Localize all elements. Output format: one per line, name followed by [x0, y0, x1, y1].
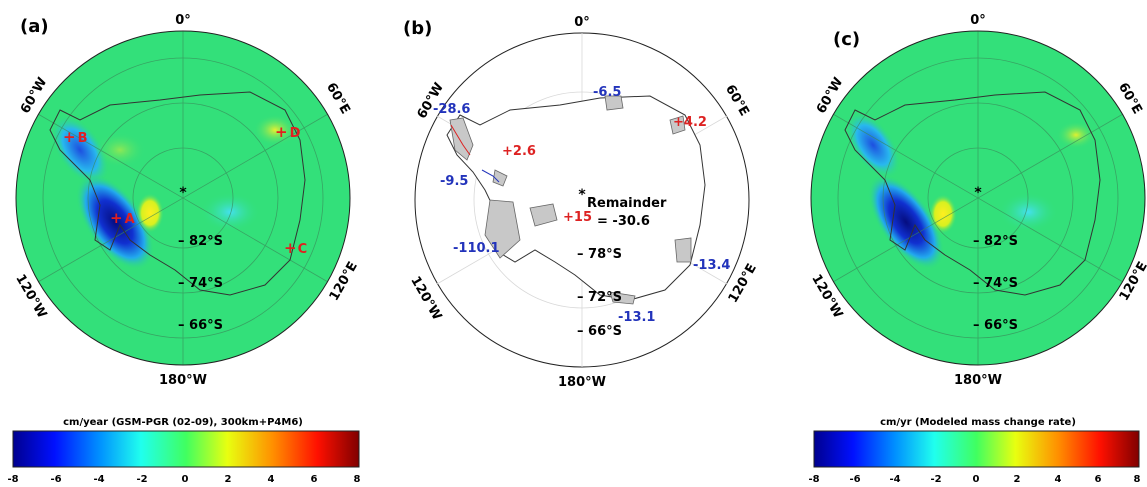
drainage-regions: [449, 95, 692, 305]
region-value-9: -13.1: [618, 310, 655, 325]
region-value-8: -13.4: [693, 258, 730, 273]
region-value-6: +15: [563, 210, 592, 225]
lon-label-right-b: 60°E: [722, 82, 752, 118]
lat-label-3-a: – 66°S: [178, 318, 223, 333]
colorbar-title-a: cm/year (GSM-PGR (02-09), 300km+P4M6): [63, 417, 303, 428]
svg-text:-6: -6: [849, 474, 860, 485]
panel-a-map: [16, 31, 350, 365]
panel-b-map: [414, 32, 750, 368]
panel-a: * (a) 0° 60°W 60°E 120°W 120°E 180°W – 8…: [0, 0, 380, 487]
lon-label-bottom-c: 180°W: [954, 373, 1002, 388]
panel-a-svg: * (a) 0° 60°W 60°E 120°W 120°E 180°W – 8…: [7, 13, 360, 485]
lon-label-bottom-b: 180°W: [558, 375, 606, 390]
colorbar-title-c: cm/yr (Modeled mass change rate): [880, 417, 1076, 428]
colorbar-a: [12, 430, 360, 468]
svg-text:0: 0: [973, 474, 980, 485]
panel-c-svg: * (c) 0° 60°W 60°E 120°W 120°E 180°W – 8…: [808, 13, 1147, 485]
region-value-labels: -28.6 -6.5 +4.2 +2.6 -9.5 +15 -110.1 -13…: [433, 85, 730, 325]
lon-label-top-a: 0°: [175, 13, 191, 28]
region-value-4: +2.6: [502, 144, 536, 159]
point-b-marker: + B: [63, 128, 88, 146]
point-markers-a: + A + B +C + D: [63, 123, 307, 257]
lat-label-3-c: – 66°S: [973, 318, 1018, 333]
panel-label-c: (c): [833, 29, 860, 50]
colorbar-ticks-a: -8 -6 -4 -2 0 2 4 6 8: [7, 474, 360, 485]
region-value-3: +4.2: [673, 115, 707, 130]
lat-label-2-b: – 72°S: [577, 290, 622, 305]
panel-c: * (c) 0° 60°W 60°E 120°W 120°E 180°W – 8…: [778, 0, 1147, 487]
point-a-marker: + A: [110, 209, 135, 227]
svg-text:4: 4: [268, 474, 275, 485]
panel-label-a: (a): [20, 16, 49, 37]
svg-text:-8: -8: [808, 474, 819, 485]
antarctica-outline-a: [49, 91, 306, 296]
lat-label-3-b: – 66°S: [577, 324, 622, 339]
region-value-5: -9.5: [440, 174, 468, 189]
svg-text:*: *: [578, 187, 586, 203]
svg-text:-6: -6: [50, 474, 61, 485]
svg-text:-4: -4: [93, 474, 104, 485]
svg-text:0: 0: [182, 474, 189, 485]
region-value-7: -110.1: [453, 241, 500, 256]
lat-label-1-b: – 78°S: [577, 247, 622, 262]
lon-label-top-c: 0°: [970, 13, 986, 28]
antarctica-outline-c: [844, 91, 1101, 296]
colorbar-ticks-c: -8 -6 -4 -2 0 2 4 6 8: [808, 474, 1140, 485]
svg-text:-2: -2: [136, 474, 147, 485]
svg-text:*: *: [179, 185, 187, 201]
panel-b: * (b) 0° 60°W 60°E 120°W 120°E 180°W – 7…: [385, 0, 775, 487]
lon-label-top-b: 0°: [574, 15, 590, 30]
svg-text:-4: -4: [889, 474, 900, 485]
colorbar-c: [813, 430, 1140, 468]
svg-text:2: 2: [225, 474, 232, 485]
svg-text:-2: -2: [930, 474, 941, 485]
remainder-label: Remainder: [587, 196, 667, 211]
svg-text:2: 2: [1014, 474, 1021, 485]
map-boundary-c: [810, 30, 1146, 366]
remainder-value: = -30.6: [597, 214, 650, 229]
point-c-marker: +C: [284, 239, 307, 257]
lat-label-2-a: – 74°S: [178, 276, 223, 291]
lon-label-right-a: 60°E: [323, 80, 353, 116]
svg-text:4: 4: [1055, 474, 1062, 485]
map-boundary-a: [15, 30, 351, 366]
svg-text:6: 6: [311, 474, 318, 485]
panel-c-map: [811, 31, 1145, 365]
region-value-2: -6.5: [593, 85, 621, 100]
svg-text:*: *: [974, 185, 982, 201]
panel-b-svg: * (b) 0° 60°W 60°E 120°W 120°E 180°W – 7…: [403, 15, 760, 390]
lat-label-2-c: – 74°S: [973, 276, 1018, 291]
svg-text:8: 8: [1134, 474, 1141, 485]
region-value-1: -28.6: [433, 102, 470, 117]
lon-label-bottom-a: 180°W: [159, 373, 207, 388]
svg-text:6: 6: [1095, 474, 1102, 485]
svg-text:8: 8: [354, 474, 361, 485]
lat-label-1-a: – 82°S: [178, 234, 223, 249]
panel-label-b: (b): [403, 18, 432, 39]
lat-label-1-c: – 82°S: [973, 234, 1018, 249]
svg-text:-8: -8: [7, 474, 18, 485]
